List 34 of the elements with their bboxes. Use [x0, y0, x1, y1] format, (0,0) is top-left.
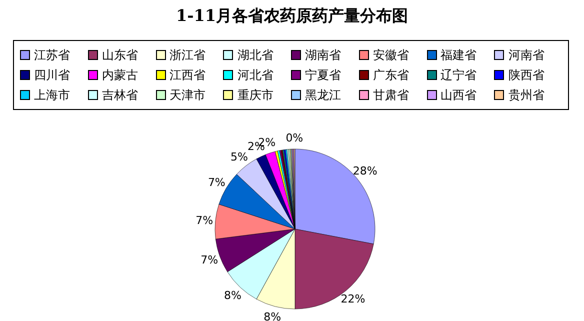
legend-label: 浙江省: [168, 46, 206, 64]
legend-label: 河南省: [507, 46, 546, 64]
legend-label: 重庆市: [236, 86, 274, 104]
legend-label: 甘肃省: [372, 86, 410, 104]
legend-label: 黑龙江: [304, 86, 342, 104]
legend-label: 山西省: [440, 86, 478, 104]
data-label: 22%: [340, 292, 366, 306]
chart-title: 1-11月各省农药原药产量分布图: [174, 6, 410, 27]
legend-label: 贵州省: [507, 86, 546, 104]
legend-label: 四川省: [33, 66, 71, 84]
legend-label: 河北省: [236, 66, 274, 84]
legend-label: 安徽省: [372, 46, 410, 64]
data-label: 7%: [208, 176, 226, 190]
legend-label: 广东省: [372, 66, 410, 84]
legend-label: 江西省: [168, 66, 206, 84]
legend-label: 吉林省: [100, 86, 139, 104]
data-label: 0%: [286, 132, 304, 144]
data-label: 28%: [352, 164, 378, 178]
data-label: 7%: [196, 214, 214, 227]
legend-label: 天津市: [168, 86, 206, 104]
legend-label: 江苏省: [33, 46, 71, 64]
legend-label: 上海市: [33, 86, 71, 104]
data-label: 5%: [230, 150, 248, 164]
legend-label: 辽宁省: [440, 66, 478, 84]
legend-label: 湖北省: [236, 46, 274, 64]
data-label: 8%: [264, 310, 282, 321]
legend-label: 山东省: [100, 46, 139, 64]
legend-label: 内蒙古: [100, 66, 139, 84]
legend-label: 陕西省: [507, 66, 546, 84]
legend-label: 福建省: [440, 46, 478, 64]
data-label: 8%: [224, 288, 242, 302]
legend-label: 湖南省: [304, 46, 342, 64]
legend-label: 宁夏省: [304, 66, 342, 84]
data-label: 7%: [200, 253, 218, 266]
